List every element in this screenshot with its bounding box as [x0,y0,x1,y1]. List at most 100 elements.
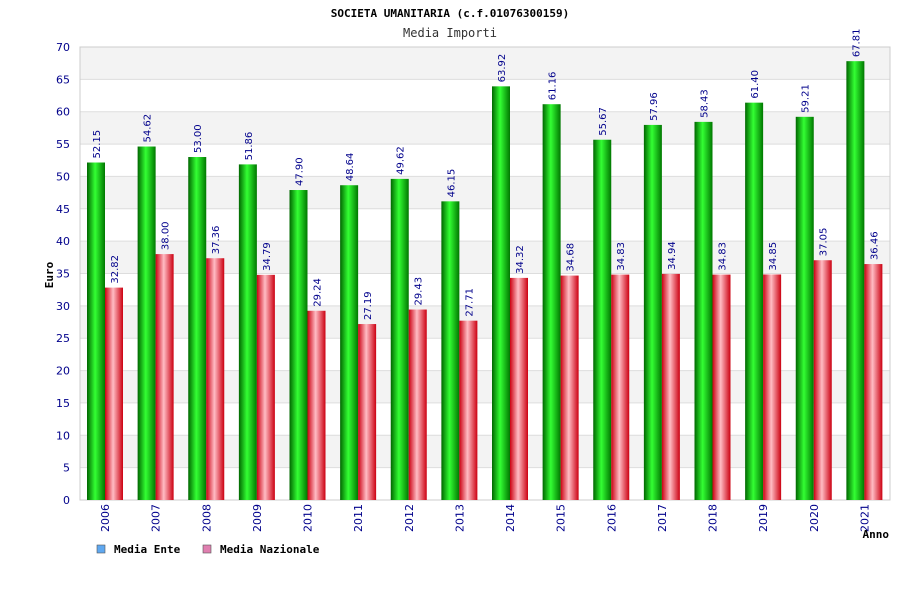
x-tick-label: 2006 [99,504,112,532]
bar-media-nazionale [358,324,377,500]
data-label: 34.85 [768,242,779,271]
data-label: 61.40 [750,70,761,99]
y-tick-label: 50 [56,170,70,183]
bar-media-nazionale [256,274,275,500]
x-tick-label: 2015 [555,504,568,532]
y-axis-label: Euro [43,261,56,288]
x-tick-label: 2021 [858,504,871,532]
x-tick-label: 2019 [757,504,770,532]
x-tick-label: 2008 [200,504,213,532]
data-label: 58.43 [700,89,711,118]
data-label: 34.83 [616,242,627,271]
data-label: 34.94 [667,241,678,270]
y-tick-label: 70 [56,41,70,54]
data-label: 55.67 [598,107,609,136]
x-axis-label: Anno [863,528,890,541]
x-tick-label: 2009 [251,504,264,532]
data-label: 34.68 [566,243,577,272]
bar-media-ente [492,86,510,500]
y-tick-label: 65 [56,73,70,86]
bar-media-ente [643,124,662,500]
data-label: 49.62 [396,146,407,175]
bar-media-ente [795,116,814,500]
x-tick-label: 2010 [302,504,315,532]
bar-media-ente [846,61,865,501]
y-tick-label: 15 [56,397,70,410]
grid-band [80,79,890,112]
data-label: 67.81 [851,29,862,58]
y-tick-label: 30 [56,300,70,313]
data-label: 27.19 [363,291,374,320]
grid-band [80,47,890,80]
data-label: 29.24 [313,278,324,307]
x-tick-label: 2014 [504,504,517,532]
data-label: 29.43 [414,277,425,306]
legend-swatch [202,544,212,554]
y-tick-label: 35 [56,268,70,281]
data-label: 63.92 [497,54,508,83]
data-label: 27.71 [464,288,475,317]
y-tick-label: 45 [56,203,70,216]
data-label: 46.15 [446,169,457,198]
plot-frame [79,46,891,501]
x-axis-ticks: 2006 2007 2008 2009 2010 2011 2012 2013 2014 2015… [99,504,871,532]
data-label: 32.82 [110,255,121,284]
y-tick-label: 25 [56,332,70,345]
bar-media-ente [340,185,359,500]
x-tick-label: 2017 [656,504,669,532]
x-tick-label: 2011 [352,504,365,532]
y-tick-label: 60 [56,106,70,119]
bar-media-ente [694,121,713,501]
x-tick-label: 2020 [808,504,821,532]
legend-label: Media Ente [114,543,181,556]
x-tick-label: 2018 [707,504,720,532]
bar-media-ente [87,162,105,500]
bar-media-nazionale [510,277,528,500]
bar-media-nazionale [206,258,225,500]
y-tick-label: 55 [56,138,70,151]
data-label: 47.90 [295,157,306,186]
data-label: 34.32 [515,245,526,274]
data-label: 57.96 [649,92,660,121]
bar-media-ente [390,178,409,501]
bar-media-nazionale [307,310,326,500]
bar-media-nazionale [611,274,630,500]
bar-media-ente [542,104,561,500]
chart-title: SOCIETA UMANITARIA (c.f.01076300159) [331,7,569,20]
data-label: 37.05 [819,228,830,257]
data-labels: 52.15 32.82 54.62 38.00 53.00 37.36 51.86 34.79… [92,29,880,321]
y-tick-label: 10 [56,429,70,442]
bar-media-nazionale [712,274,731,500]
bar-media-ente [137,146,156,500]
bar-media-ente [593,139,612,500]
data-label: 38.00 [161,221,172,250]
legend-label: Media Nazionale [220,543,320,556]
y-tick-label: 0 [63,494,70,507]
x-tick-label: 2016 [605,504,618,532]
bar-media-ente [289,190,308,501]
y-tick-label: 5 [63,462,70,475]
x-tick-label: 2013 [453,504,466,532]
bar-media-nazionale [864,264,883,500]
data-label: 53.00 [193,124,204,153]
bar-media-ente [238,164,257,500]
y-axis-ticks: 0 5 10 15 20 25 30 35 40 45 50 55 60 65 70 [56,41,70,507]
x-tick-label: 2012 [403,504,416,532]
data-label: 51.86 [244,132,255,161]
bar-media-nazionale [763,274,782,500]
bar-media-ente [745,102,764,500]
data-label: 34.79 [262,242,273,271]
y-tick-label: 20 [56,365,70,378]
bar-media-nazionale [105,287,123,500]
bar-media-nazionale [459,320,478,500]
bar-media-ente [441,201,460,500]
y-tick-label: 40 [56,235,70,248]
bar-media-nazionale [661,273,680,500]
x-tick-label: 2007 [150,504,163,532]
data-label: 61.16 [548,72,559,101]
bar-media-nazionale [408,309,427,500]
data-label: 54.62 [143,114,154,143]
bar-media-nazionale [560,275,579,500]
data-label: 36.46 [869,231,880,260]
